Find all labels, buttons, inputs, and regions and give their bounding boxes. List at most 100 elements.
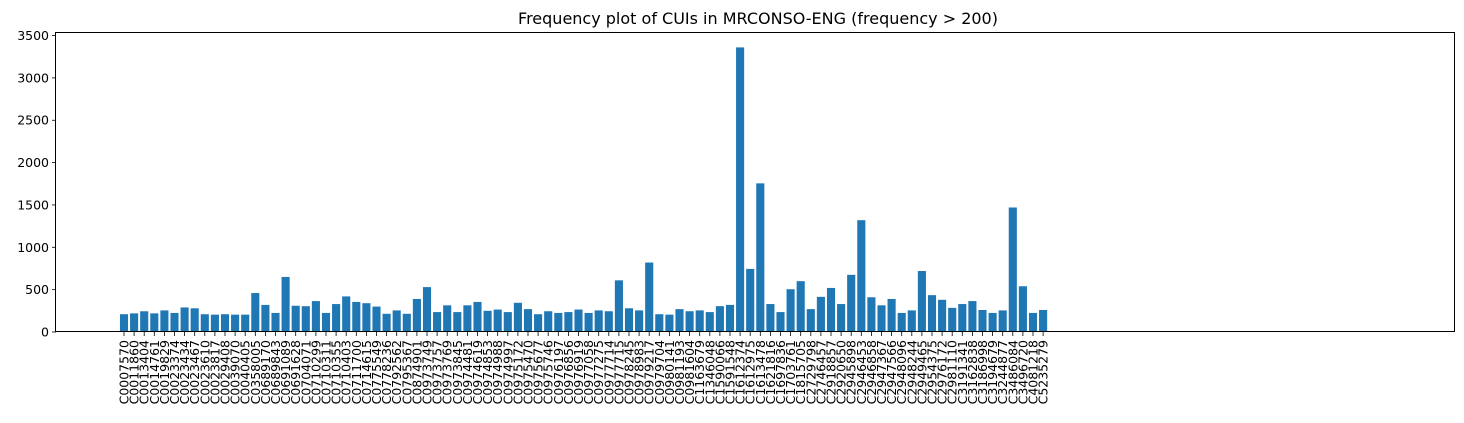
chart-title: Frequency plot of CUIs in MRCONSO-ENG (f… xyxy=(518,9,998,28)
x-tick-label: C0979704 xyxy=(652,340,667,404)
x-tick-label: C3186998 xyxy=(975,340,990,404)
bar-C1815705 xyxy=(796,281,805,332)
x-tick-label: C2729798 xyxy=(803,340,818,404)
x-tick-label: C2949465 xyxy=(914,340,929,404)
bar-C0792562 xyxy=(392,310,401,332)
x-tick-label: C3162838 xyxy=(965,340,980,404)
bar-C2948244 xyxy=(907,310,916,332)
bar-C2948096 xyxy=(897,312,906,332)
bar-C1621816 xyxy=(766,304,775,332)
y-tick-label: 1000 xyxy=(17,240,49,255)
x-tick-label: C0023467 xyxy=(187,340,202,404)
bar-C1346048 xyxy=(705,312,714,332)
bar-C0711700 xyxy=(352,301,361,332)
x-tick-label: C0011860 xyxy=(127,340,142,404)
bar-C2976172 xyxy=(938,299,947,332)
x-tick-label: C0023434 xyxy=(177,340,192,404)
bar-C4081218 xyxy=(1028,312,1038,332)
bar-C3496720 xyxy=(1018,286,1027,332)
bar-C1612975 xyxy=(746,268,755,332)
x-tick-label: C2947566 xyxy=(884,340,899,404)
y-tick-label: 2000 xyxy=(17,155,49,170)
x-tick-label: C0711700 xyxy=(349,340,364,404)
bar-C1613478 xyxy=(756,183,765,332)
x-tick-label: C0704071 xyxy=(298,340,313,404)
bar-C0980141 xyxy=(665,314,674,332)
bar-C0714615 xyxy=(362,303,371,332)
bar-C0973845 xyxy=(453,312,462,332)
x-tick-label: C1697836 xyxy=(773,340,788,404)
x-tick-label: C0775549 xyxy=(369,340,384,404)
y-tick-label: 2500 xyxy=(17,113,49,128)
bar-C1163679 xyxy=(695,310,704,332)
bar-C1591548 xyxy=(725,304,735,332)
x-tick-label: C1591548 xyxy=(723,340,738,404)
bar-C2947566 xyxy=(887,298,896,332)
x-tick-label: C0978245 xyxy=(622,340,637,404)
x-tick-label: C2746457 xyxy=(813,340,828,404)
bar-C0981193 xyxy=(675,309,684,332)
bar-C0039070 xyxy=(231,314,240,332)
x-tick-label: C3191341 xyxy=(955,340,970,404)
bar-C0023434 xyxy=(180,307,189,332)
x-axis: C0007570C0011860C0013404C0014761C0019829… xyxy=(117,332,1051,404)
x-tick-label: C0980141 xyxy=(662,340,677,404)
bar-C1590066 xyxy=(715,306,724,332)
x-tick-label: C0976197 xyxy=(551,340,566,404)
y-tick-label: 3500 xyxy=(17,28,49,43)
bar-C2918857 xyxy=(826,287,836,332)
x-tick-label: C1612975 xyxy=(743,340,758,404)
bar-C0974481 xyxy=(463,305,472,332)
bar-C0979704 xyxy=(655,314,664,332)
x-tick-label: C2948244 xyxy=(904,340,919,404)
x-tick-label: C0689843 xyxy=(268,340,283,404)
x-tick-label: C2946858 xyxy=(864,340,879,404)
bar-C0977275 xyxy=(594,310,603,332)
x-tick-label: C0710311 xyxy=(319,340,334,404)
bar-C2981110 xyxy=(948,307,957,332)
x-tick-label: C0023374 xyxy=(167,340,182,404)
y-tick-label: 3000 xyxy=(17,70,49,85)
x-tick-label: C0975677 xyxy=(531,340,546,404)
x-tick-label: C0977275 xyxy=(591,340,606,404)
x-tick-label: C0040405 xyxy=(238,340,253,404)
bar-C3186998 xyxy=(978,309,987,332)
x-tick-label: C2981110 xyxy=(945,340,960,404)
x-tick-label: C5235279 xyxy=(1036,340,1051,404)
x-tick-label: C0979217 xyxy=(642,340,657,404)
x-tick-label: C0029408 xyxy=(218,340,233,404)
x-tick-label: C0977715 xyxy=(611,340,626,404)
bar-C0976197 xyxy=(554,312,563,332)
x-tick-label: C0795367 xyxy=(399,340,414,404)
bar-C0981604 xyxy=(685,311,694,332)
x-tick-label: C0039070 xyxy=(228,340,243,404)
x-tick-label: C2954375 xyxy=(925,340,940,404)
bar-C2920650 xyxy=(837,304,846,332)
bar-C0978245 xyxy=(624,308,634,332)
x-tick-label: C0778236 xyxy=(379,340,394,404)
x-tick-label: C3244877 xyxy=(995,340,1010,404)
bar-C0973757 xyxy=(433,312,442,332)
bar-C0775549 xyxy=(372,306,381,332)
x-tick-label: C0007570 xyxy=(117,340,132,404)
x-tick-label: C2946453 xyxy=(854,340,869,404)
bar-C0704071 xyxy=(301,306,310,332)
bar-C2946858 xyxy=(867,297,876,332)
x-tick-label: C0691628 xyxy=(288,340,303,404)
x-tick-label: C0974619 xyxy=(470,340,485,404)
x-tick-label: C0710403 xyxy=(339,340,354,404)
bar-C2947367 xyxy=(877,305,886,332)
bar-C0014761 xyxy=(150,313,159,332)
bar-C0974988 xyxy=(493,309,502,332)
x-tick-label: C0710299 xyxy=(308,340,323,404)
bar-C0691089 xyxy=(281,276,290,332)
bar-C5235279 xyxy=(1039,309,1048,332)
bar-C0975677 xyxy=(534,314,543,332)
bar-C1697836 xyxy=(776,312,785,332)
y-axis: 0 500 1000 1500 2000 2500 3000 3500 xyxy=(17,28,56,340)
x-tick-label: C2920650 xyxy=(834,340,849,404)
x-tick-label: C0978983 xyxy=(632,340,647,404)
bar-C2746457 xyxy=(816,296,825,332)
x-tick-label: C0358005 xyxy=(248,340,263,404)
